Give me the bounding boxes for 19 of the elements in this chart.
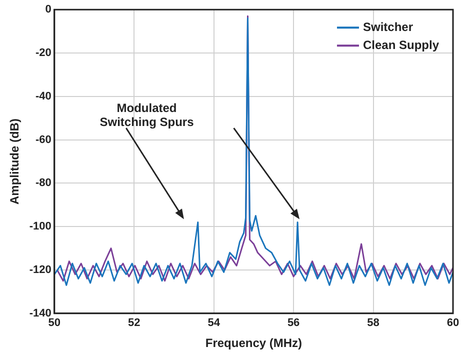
x-tick-label: 60 <box>446 317 460 330</box>
x-tick-label: 58 <box>367 317 380 330</box>
y-tick-label: -80 <box>36 177 52 190</box>
x-tick-label: 54 <box>208 317 221 330</box>
legend-label: Switcher <box>362 20 414 34</box>
y-tick-label: -60 <box>36 134 52 146</box>
y-tick-label: 0 <box>45 4 52 16</box>
x-axis-title: Frequency (MHz) <box>205 336 302 350</box>
legend-label: Clean Supply <box>362 38 440 52</box>
x-tick-label: 52 <box>128 317 140 330</box>
x-tick-label: 50 <box>48 317 61 330</box>
y-tick-label: -20 <box>36 47 52 60</box>
y-tick-label: -100 <box>29 220 52 233</box>
y-axis-title: Amplitude (dB) <box>8 118 22 204</box>
y-tick-label: -120 <box>29 264 52 276</box>
y-tick-label: -140 <box>29 307 52 320</box>
x-tick-label: 56 <box>287 317 300 330</box>
annotation: Modulated Switching Spurs <box>98 100 195 129</box>
y-tick-label: -40 <box>36 90 52 102</box>
